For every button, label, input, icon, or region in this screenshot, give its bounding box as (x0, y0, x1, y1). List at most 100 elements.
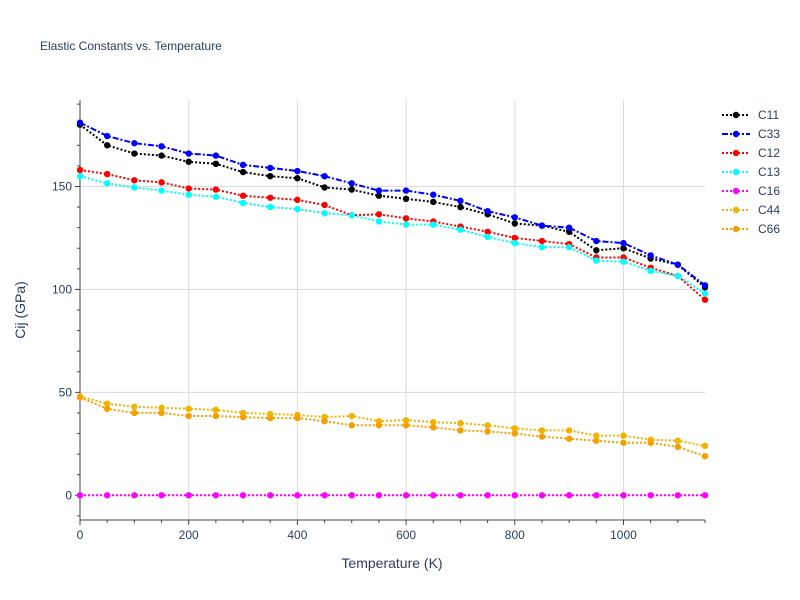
data-point (402, 416, 410, 424)
data-point (131, 492, 138, 499)
data-point (267, 203, 274, 211)
legend-item-c66[interactable]: C66 (722, 222, 780, 236)
data-point (402, 187, 410, 194)
data-point (402, 195, 410, 203)
series-c11 (76, 121, 709, 291)
legend-item-c12[interactable]: C12 (722, 146, 780, 160)
data-point (457, 492, 464, 499)
data-point (565, 492, 573, 499)
data-point (103, 180, 111, 187)
series-line (79, 169, 706, 301)
data-point (511, 239, 518, 247)
data-point (620, 432, 627, 439)
data-point (321, 417, 328, 425)
data-point (674, 437, 682, 444)
data-point (103, 400, 111, 407)
x-tick-label: 1000 (610, 528, 637, 542)
data-point (294, 414, 301, 422)
x-tick-label: 600 (396, 528, 416, 542)
legend[interactable]: C11 C33 C12 C13 C16 C44 C66 (722, 108, 780, 236)
legend-swatch-marker (732, 130, 740, 138)
data-point (593, 257, 600, 264)
data-point (701, 492, 709, 499)
data-point (647, 439, 654, 446)
y-tick-label: 100 (52, 282, 72, 296)
data-point (701, 442, 709, 450)
data-point (620, 258, 627, 265)
legend-swatch-marker (732, 225, 740, 233)
legend-item-c11[interactable]: C11 (722, 108, 779, 122)
data-point (511, 425, 518, 432)
data-point (103, 132, 111, 140)
legend-swatch-marker (732, 111, 740, 119)
data-point (348, 180, 355, 187)
data-point (402, 221, 410, 228)
data-point (239, 161, 247, 169)
series-c12 (76, 166, 709, 303)
data-point (674, 261, 682, 268)
data-point (484, 207, 491, 215)
data-point (294, 167, 301, 175)
data-point (321, 172, 328, 180)
data-point (158, 152, 165, 159)
data-point (76, 172, 84, 180)
data-point (620, 439, 627, 446)
data-point (620, 239, 627, 247)
data-point (294, 492, 301, 499)
data-point (457, 226, 464, 233)
y-tick-label: 0 (65, 488, 72, 502)
data-point (430, 492, 437, 499)
data-point (103, 170, 111, 178)
series-c44 (76, 393, 709, 450)
data-point (76, 119, 84, 126)
data-point (212, 186, 220, 193)
chart-title: Elastic Constants vs. Temperature (40, 39, 222, 53)
data-point (647, 267, 654, 275)
data-point (239, 168, 247, 176)
data-point (511, 234, 518, 242)
data-point (321, 201, 328, 209)
legend-item-c16[interactable]: C16 (722, 184, 780, 198)
data-point (430, 198, 437, 206)
legend-item-c13[interactable]: C13 (722, 165, 780, 179)
data-point (565, 224, 573, 231)
series-line (79, 395, 706, 447)
data-point (674, 272, 682, 280)
legend-label: C44 (758, 203, 780, 217)
series-line (79, 175, 706, 295)
data-point (158, 409, 165, 417)
data-point (457, 203, 464, 211)
data-point (701, 290, 709, 297)
x-tick-label: 400 (287, 528, 307, 542)
data-point (348, 492, 355, 499)
data-point (76, 394, 84, 401)
data-point (267, 164, 274, 172)
data-point (538, 237, 546, 245)
data-point (430, 221, 437, 228)
data-point (430, 424, 437, 431)
data-point (565, 244, 573, 251)
data-point (131, 184, 138, 191)
data-point (185, 158, 192, 165)
data-point (511, 220, 518, 227)
data-point (239, 199, 247, 207)
data-point (76, 492, 84, 499)
data-point (457, 197, 464, 205)
data-point (647, 252, 654, 259)
series-line (79, 123, 706, 289)
data-point (375, 422, 383, 429)
data-point (239, 413, 247, 421)
legend-label: C16 (758, 184, 780, 198)
data-point (267, 492, 274, 499)
series-c13 (76, 172, 709, 297)
legend-item-c33[interactable]: C33 (722, 127, 780, 141)
data-point (538, 222, 546, 229)
data-point (158, 179, 165, 186)
data-point (294, 205, 301, 213)
data-point (484, 492, 491, 499)
legend-label: C12 (758, 146, 780, 160)
data-point (511, 492, 518, 499)
legend-item-c44[interactable]: C44 (722, 203, 780, 217)
data-point (484, 228, 491, 235)
data-point (620, 492, 627, 499)
